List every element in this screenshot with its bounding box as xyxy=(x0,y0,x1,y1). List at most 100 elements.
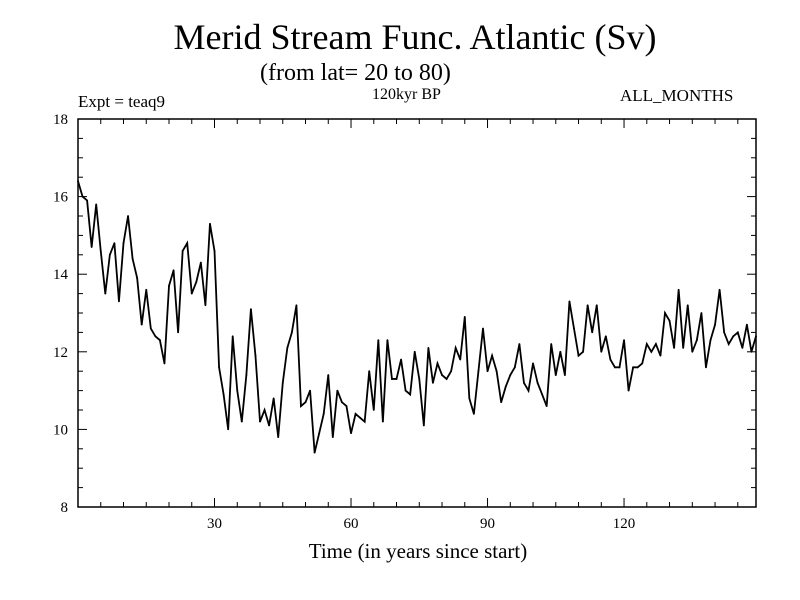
data-point xyxy=(327,374,330,376)
data-point xyxy=(163,362,166,365)
data-point xyxy=(336,389,339,392)
data-point xyxy=(427,347,430,349)
data-point xyxy=(495,370,498,373)
data-point xyxy=(350,432,352,435)
data-point xyxy=(304,401,307,404)
data-point xyxy=(281,381,284,384)
data-point xyxy=(286,347,289,349)
data-point xyxy=(491,354,493,357)
data-point xyxy=(113,242,116,245)
data-point xyxy=(236,389,239,392)
data-point xyxy=(500,401,503,404)
data-point xyxy=(177,331,180,334)
data-point xyxy=(218,366,220,369)
data-point xyxy=(723,331,726,334)
data-point xyxy=(577,354,580,357)
data-point xyxy=(209,222,211,225)
data-point xyxy=(268,424,271,427)
data-point xyxy=(418,378,421,380)
x-tick-label: 120 xyxy=(613,516,636,532)
data-point xyxy=(204,304,207,307)
data-point xyxy=(468,397,471,400)
chart-title: Merid Stream Func. Atlantic (Sv) xyxy=(173,17,657,57)
data-point xyxy=(504,385,507,388)
data-point xyxy=(591,331,594,334)
data-point xyxy=(609,358,612,361)
data-point xyxy=(391,378,393,380)
data-point xyxy=(582,350,584,353)
data-point xyxy=(104,292,107,295)
data-point xyxy=(386,339,389,342)
data-point xyxy=(213,250,216,252)
data-point xyxy=(290,331,293,334)
data-point xyxy=(108,253,111,256)
data-point xyxy=(659,354,662,357)
data-point xyxy=(199,261,202,264)
data-point xyxy=(641,362,644,365)
chart-subtitle: (from lat= 20 to 80) xyxy=(260,60,451,86)
data-point xyxy=(732,335,735,338)
data-point xyxy=(341,401,343,404)
data-point xyxy=(190,292,193,295)
data-point xyxy=(168,284,170,287)
data-point xyxy=(263,409,266,411)
x-tick-label: 90 xyxy=(480,516,495,532)
axis-ticks xyxy=(78,119,756,507)
data-point xyxy=(140,323,143,326)
data-point xyxy=(686,304,689,307)
y-tick-label: 8 xyxy=(61,500,69,516)
data-point xyxy=(245,374,248,376)
data-point xyxy=(441,374,443,376)
data-point xyxy=(668,319,671,322)
period-label: 120kyr BP xyxy=(372,86,441,103)
x-axis-label: Time (in years since start) xyxy=(309,539,528,563)
data-point xyxy=(727,343,730,345)
data-point xyxy=(482,327,484,330)
data-point xyxy=(395,378,398,380)
data-point xyxy=(99,250,102,252)
data-point xyxy=(527,389,530,392)
data-point xyxy=(750,350,753,353)
data-point xyxy=(313,451,316,454)
data-point xyxy=(600,350,603,353)
data-point xyxy=(645,343,648,345)
months-label: ALL_MONTHS xyxy=(620,86,734,105)
data-point xyxy=(709,339,712,342)
data-point xyxy=(363,420,366,423)
data-point xyxy=(563,374,566,376)
data-point xyxy=(654,343,657,345)
data-point xyxy=(172,269,175,272)
data-point xyxy=(705,366,707,369)
data-point xyxy=(486,370,489,373)
data-point xyxy=(250,308,252,311)
data-point xyxy=(550,343,553,345)
data-point xyxy=(477,370,480,373)
data-point xyxy=(736,331,739,334)
data-point xyxy=(322,412,325,415)
data-point xyxy=(568,300,571,303)
data-point xyxy=(700,312,703,314)
data-point xyxy=(595,304,598,307)
axis-tick-labels: 30 60 90 120 8 10 12 14 16 18 xyxy=(53,112,635,532)
data-point xyxy=(623,339,625,342)
data-point xyxy=(254,354,257,357)
data-point xyxy=(454,347,457,349)
data-point xyxy=(746,323,748,326)
data-point xyxy=(541,393,544,396)
y-tick-label: 10 xyxy=(53,422,68,438)
data-point xyxy=(309,389,311,392)
data-point xyxy=(231,335,234,338)
data-point xyxy=(272,397,275,400)
data-point xyxy=(186,242,189,245)
data-point xyxy=(718,288,721,291)
data-point xyxy=(463,315,466,318)
data-point xyxy=(741,347,744,349)
data-point xyxy=(345,405,348,408)
data-point xyxy=(636,366,639,369)
data-point xyxy=(436,362,439,365)
data-point xyxy=(586,304,589,307)
y-tick-label: 14 xyxy=(53,267,69,283)
data-point xyxy=(673,347,675,349)
data-point xyxy=(536,381,539,384)
data-point xyxy=(159,339,161,342)
